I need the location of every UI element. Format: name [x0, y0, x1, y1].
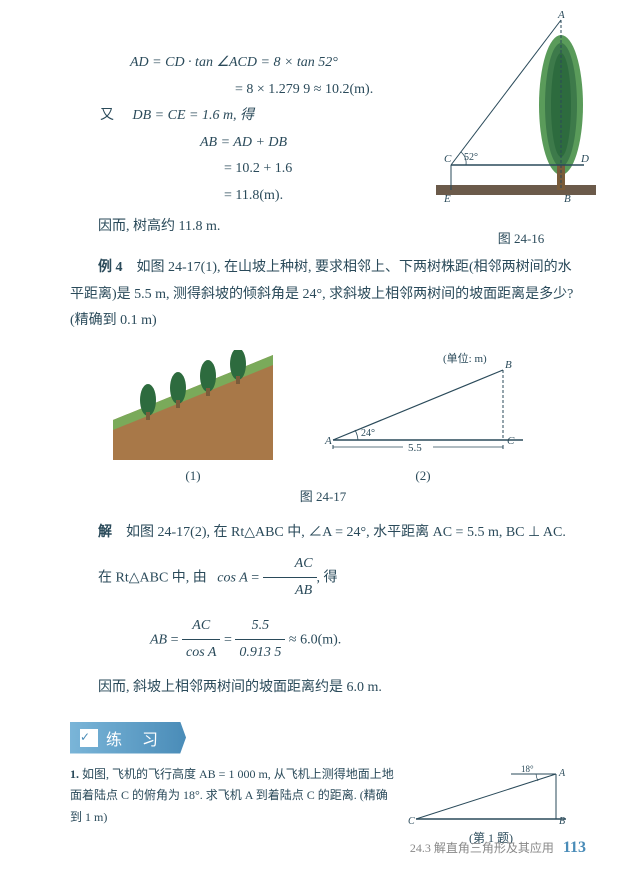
calc-line-3-prefix: 又: [100, 108, 114, 123]
exercise-1-text: 1. 如图, 飞机的飞行高度 AB = 1 000 m, 从飞机上测得地面上地面…: [70, 764, 396, 846]
example-4-label: 例 4: [98, 260, 123, 275]
fig-17-unit: (单位: m): [443, 351, 487, 365]
fig-17-2-label: (2): [313, 468, 533, 484]
tree-diagram: A C D E B 52°: [436, 10, 596, 220]
cos-a: cos A: [217, 570, 247, 585]
svg-text:18°: 18°: [521, 764, 534, 774]
frac-ac-ab: AC AB: [263, 551, 317, 605]
fig-17-label: 图 24-17: [70, 486, 576, 505]
svg-text:C: C: [507, 435, 515, 447]
exercise-1-figure: 18° A B C (第 1 题): [406, 764, 576, 846]
frac-2: 5.5 0.913 5: [235, 613, 285, 667]
figure-24-17: (1) (单位: m) 24° A B C 5.5 (2): [70, 350, 576, 484]
fig-17-2: (单位: m) 24° A B C 5.5 (2): [313, 350, 533, 484]
svg-text:A: A: [324, 435, 332, 447]
eq-lhs: AB: [150, 632, 167, 647]
solution-text-2-post: , 得: [317, 570, 338, 585]
solution-text-2-pre: 在 Rt△ABC 中, 由: [98, 570, 207, 585]
eq-result: ≈ 6.0(m).: [289, 632, 341, 647]
example-4-text: 如图 24-17(1), 在山坡上种树, 要求相邻上、下两树株距(相邻两树间的水…: [70, 260, 573, 328]
svg-text:A: A: [557, 10, 565, 21]
svg-text:B: B: [505, 359, 512, 371]
footer-page: 113: [563, 839, 586, 856]
exercise-badge: 练 习: [70, 722, 186, 754]
frac-2-num: 5.5: [235, 613, 285, 641]
svg-text:D: D: [580, 153, 589, 165]
svg-text:C: C: [408, 816, 415, 827]
frac-1: AC cos A: [182, 613, 220, 667]
frac-1-den: cos A: [182, 640, 220, 667]
calc-line-3-main: DB = CE = 1.6 m, 得: [133, 108, 255, 123]
frac-num: AC: [263, 551, 317, 579]
svg-text:A: A: [558, 768, 566, 779]
footer-chapter: 24.3 解直角三角形及其应用: [410, 841, 554, 855]
exercise-header: 练 习: [70, 722, 576, 754]
fig-17-1-label: (1): [113, 468, 273, 484]
solution-step-2: 在 Rt△ABC 中, 由 cos A = AC AB , 得: [70, 551, 576, 605]
svg-text:B: B: [564, 193, 571, 205]
page-footer: 24.3 解直角三角形及其应用 113: [410, 839, 586, 857]
exercise-1-body: 如图, 飞机的飞行高度 AB = 1 000 m, 从飞机上测得地面上地面着陆点…: [70, 767, 394, 824]
figure-24-16: A C D E B 52° 图 24-16: [436, 10, 606, 247]
fig-16-label: 图 24-16: [436, 228, 606, 247]
solution-text-1: 如图 24-17(2), 在 Rt△ABC 中, ∠A = 24°, 水平距离 …: [126, 525, 566, 540]
exercise-1-num: 1.: [70, 767, 79, 781]
frac-den: AB: [263, 578, 317, 605]
exercise-1: 1. 如图, 飞机的飞行高度 AB = 1 000 m, 从飞机上测得地面上地面…: [70, 764, 576, 846]
svg-text:5.5: 5.5: [408, 442, 422, 454]
solution-label: 解: [98, 525, 112, 540]
solution-conclusion: 因而, 斜坡上相邻两树间的坡面距离约是 6.0 m.: [70, 675, 576, 702]
solution-block: 解如图 24-17(2), 在 Rt△ABC 中, ∠A = 24°, 水平距离…: [70, 520, 576, 547]
fig-17-1: (1): [113, 350, 273, 484]
frac-1-num: AC: [182, 613, 220, 641]
solution-equation: AB = AC cos A = 5.5 0.913 5 ≈ 6.0(m).: [150, 613, 576, 667]
svg-text:C: C: [444, 153, 452, 165]
example-4: 例 4如图 24-17(1), 在山坡上种树, 要求相邻上、下两树株距(相邻两树…: [70, 255, 576, 335]
svg-text:24°: 24°: [361, 428, 375, 439]
svg-text:E: E: [443, 193, 451, 205]
svg-text:B: B: [559, 816, 565, 827]
frac-2-den: 0.913 5: [235, 640, 285, 667]
